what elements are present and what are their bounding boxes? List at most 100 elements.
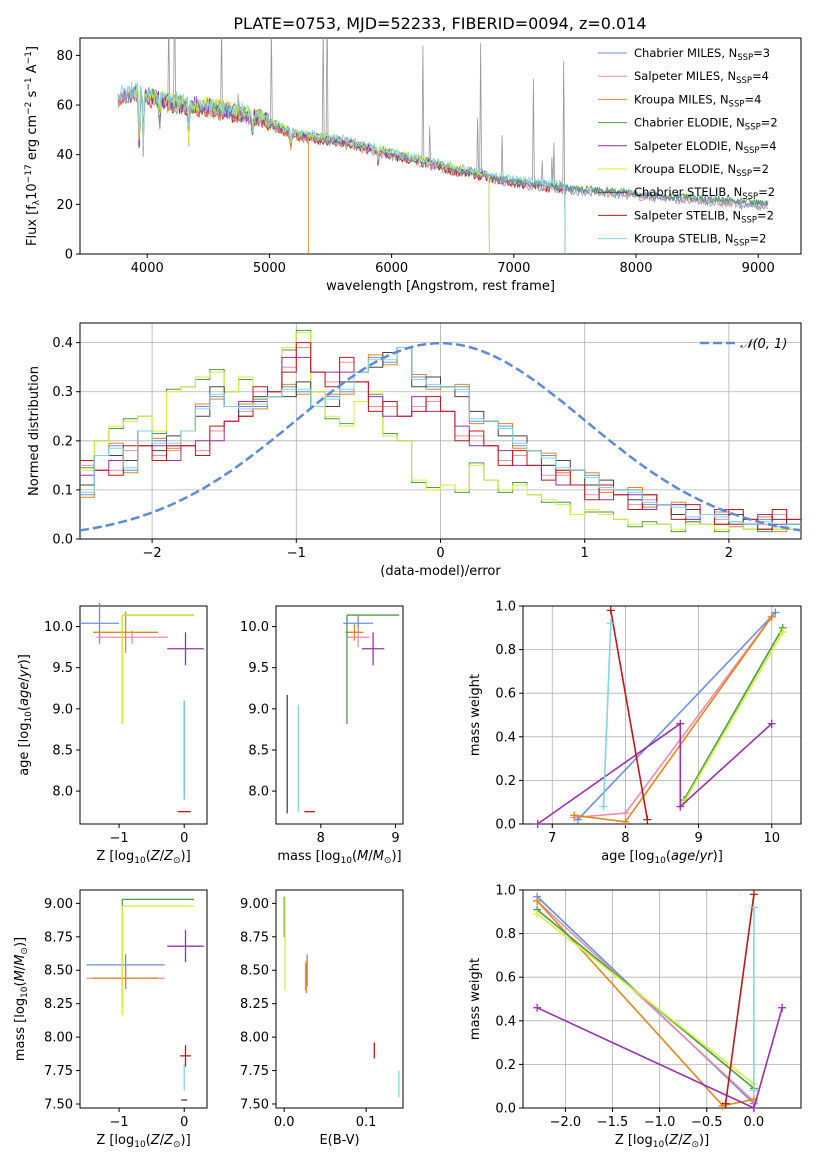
legend-entry: 𝒩(0, 1)	[740, 337, 787, 352]
x-tick-label: 0.1	[356, 1115, 377, 1130]
y-tick-label: 40	[56, 148, 73, 163]
x-tick-label: 9000	[742, 261, 775, 276]
weight-line	[610, 610, 649, 820]
spectrum-line	[134, 88, 768, 206]
y-tick-label: 0.2	[52, 434, 73, 449]
axes-mass_vs_Z: −1 0 7.50 7.75 8.00 8.25 8.50 8.75 9.00	[44, 889, 208, 1130]
x-tick-label: 10	[763, 831, 780, 846]
legend-entry: Kroupa STELIB, NSSP=2	[634, 232, 766, 249]
legend-entry: Salpeter STELIB, NSSP=2	[634, 208, 774, 225]
y-axis-label: Normed distribution	[27, 366, 42, 496]
x-axis-label: E(B-V)	[319, 1133, 359, 1148]
y-tick-label: 1.0	[495, 884, 516, 899]
y-tick-label: 9.00	[240, 897, 269, 912]
x-tick-label: 8	[621, 831, 629, 846]
figure-title: PLATE=0753, MJD=52233, FIBERID=0094, z=0…	[233, 14, 646, 33]
weight-line	[536, 913, 755, 1085]
errorbars-mass_vs_EBV	[283, 896, 400, 1098]
x-tick-label: 0	[436, 546, 444, 561]
x-tick-label: −1	[109, 831, 128, 846]
y-axis-label: mass weight	[468, 958, 483, 1040]
plot-frame	[79, 889, 208, 1109]
plot-frame	[79, 37, 802, 255]
y-tick-label: 8.00	[240, 1031, 269, 1046]
x-tick-label: 9	[391, 831, 399, 846]
plot-frame	[522, 889, 802, 1109]
legend-entry: Kroupa MILES, NSSP=4	[634, 92, 761, 109]
y-tick-label: 9.0	[248, 702, 269, 717]
legend-entry: Chabrier ELODIE, NSSP=2	[634, 116, 778, 133]
residual-histograms	[80, 329, 801, 533]
axes-weight_vs_Z: −2.0 −1.5 −1.0 −0.5 0.0 0.0 0.2 0.4 0.6 0.8 1.0	[495, 884, 802, 1130]
y-axis-label: mass weight	[468, 674, 483, 756]
legend-entry: Salpeter ELODIE, NSSP=4	[634, 139, 777, 156]
x-axis-label: age [log10(age/yr)]	[601, 849, 723, 866]
axes-weight_vs_age: 7 8 9 10 0.0 0.2 0.4 0.6 0.8 1.0	[495, 600, 802, 846]
x-tick-label: 0.0	[744, 1115, 765, 1130]
weight-line	[537, 722, 773, 825]
weights-weight_vs_age	[533, 606, 787, 828]
weight-line	[724, 894, 755, 1104]
legend-entry: Salpeter MILES, NSSP=4	[634, 69, 769, 86]
x-tick-label: 4000	[131, 261, 164, 276]
axes-mass_vs_EBV: 0.0 0.1 7.50 7.75 8.00 8.25 8.50 8.75 9.00	[240, 889, 404, 1130]
y-tick-label: 9.5	[248, 661, 269, 676]
x-tick-label: 6000	[375, 261, 408, 276]
y-tick-label: 10.0	[44, 620, 73, 635]
x-tick-label: 5000	[253, 261, 286, 276]
y-tick-label: 7.75	[44, 1064, 73, 1079]
axes-spectrum: 4000 5000 6000 7000 8000 9000 0 20 40 60 80	[56, 37, 802, 276]
plot-frame	[522, 605, 802, 825]
plot-frame	[275, 889, 404, 1109]
x-tick-label: 0.0	[274, 1115, 295, 1130]
x-tick-label: −0.5	[691, 1115, 723, 1130]
y-axis-label: Flux [fλ10−17 erg cm−2 s−1 A−1]	[24, 46, 42, 246]
y-tick-label: 0.6	[495, 971, 516, 986]
x-tick-label: −1.5	[597, 1115, 629, 1130]
errorbars-age_vs_mass	[286, 614, 400, 814]
y-tick-label: 9.0	[52, 702, 73, 717]
y-tick-label: 8.25	[44, 997, 73, 1012]
spectrum-line	[117, 81, 566, 254]
y-tick-label: 8.5	[248, 743, 269, 758]
x-axis-label: Z [log10(Z/Z⊙)]	[615, 1133, 709, 1150]
x-axis-label: (data-model)/error	[380, 564, 501, 579]
y-tick-label: 0.8	[495, 927, 516, 942]
y-tick-label: 0.0	[495, 818, 516, 833]
y-tick-label: 0.4	[495, 1014, 516, 1029]
y-axis-label: age [log10(age/yr)]	[17, 654, 34, 776]
x-tick-label: 1	[581, 546, 589, 561]
weight-line	[577, 611, 776, 821]
y-tick-label: 0.0	[52, 533, 73, 548]
x-tick-label: 0	[180, 1115, 188, 1130]
x-tick-label: −2	[143, 546, 162, 561]
x-tick-label: −2.0	[550, 1115, 582, 1130]
x-tick-label: 2	[725, 546, 733, 561]
histogram-step	[80, 329, 801, 533]
y-tick-label: 8.25	[240, 997, 269, 1012]
y-tick-label: 9.5	[52, 661, 73, 676]
histogram-step	[80, 347, 801, 528]
x-tick-label: 9	[694, 831, 702, 846]
spectrum-line	[117, 86, 566, 254]
histogram-step	[80, 342, 801, 530]
y-tick-label: 0.2	[495, 1058, 516, 1073]
axes-residuals: −2 −1 0 1 2 0.0 0.1 0.2 0.3 0.4	[52, 322, 802, 561]
legend-entry: Chabrier MILES, NSSP=3	[634, 46, 770, 63]
y-tick-label: 8.5	[52, 743, 73, 758]
y-tick-label: 10.0	[240, 620, 269, 635]
y-tick-label: 0.3	[52, 385, 73, 400]
weight-line	[536, 895, 755, 1105]
x-tick-label: −1	[287, 546, 306, 561]
y-tick-label: 0	[65, 248, 73, 263]
y-tick-label: 9.00	[44, 897, 73, 912]
x-axis-label: mass [log10(M/M⊙)]	[277, 849, 401, 866]
y-tick-label: 0.4	[495, 730, 516, 745]
y-tick-label: 7.75	[240, 1064, 269, 1079]
y-tick-label: 20	[56, 198, 73, 213]
spectrum-lines	[117, 38, 769, 254]
plot-frame	[275, 605, 404, 825]
x-tick-label: −1.0	[644, 1115, 676, 1130]
y-tick-label: 0.4	[52, 336, 73, 351]
